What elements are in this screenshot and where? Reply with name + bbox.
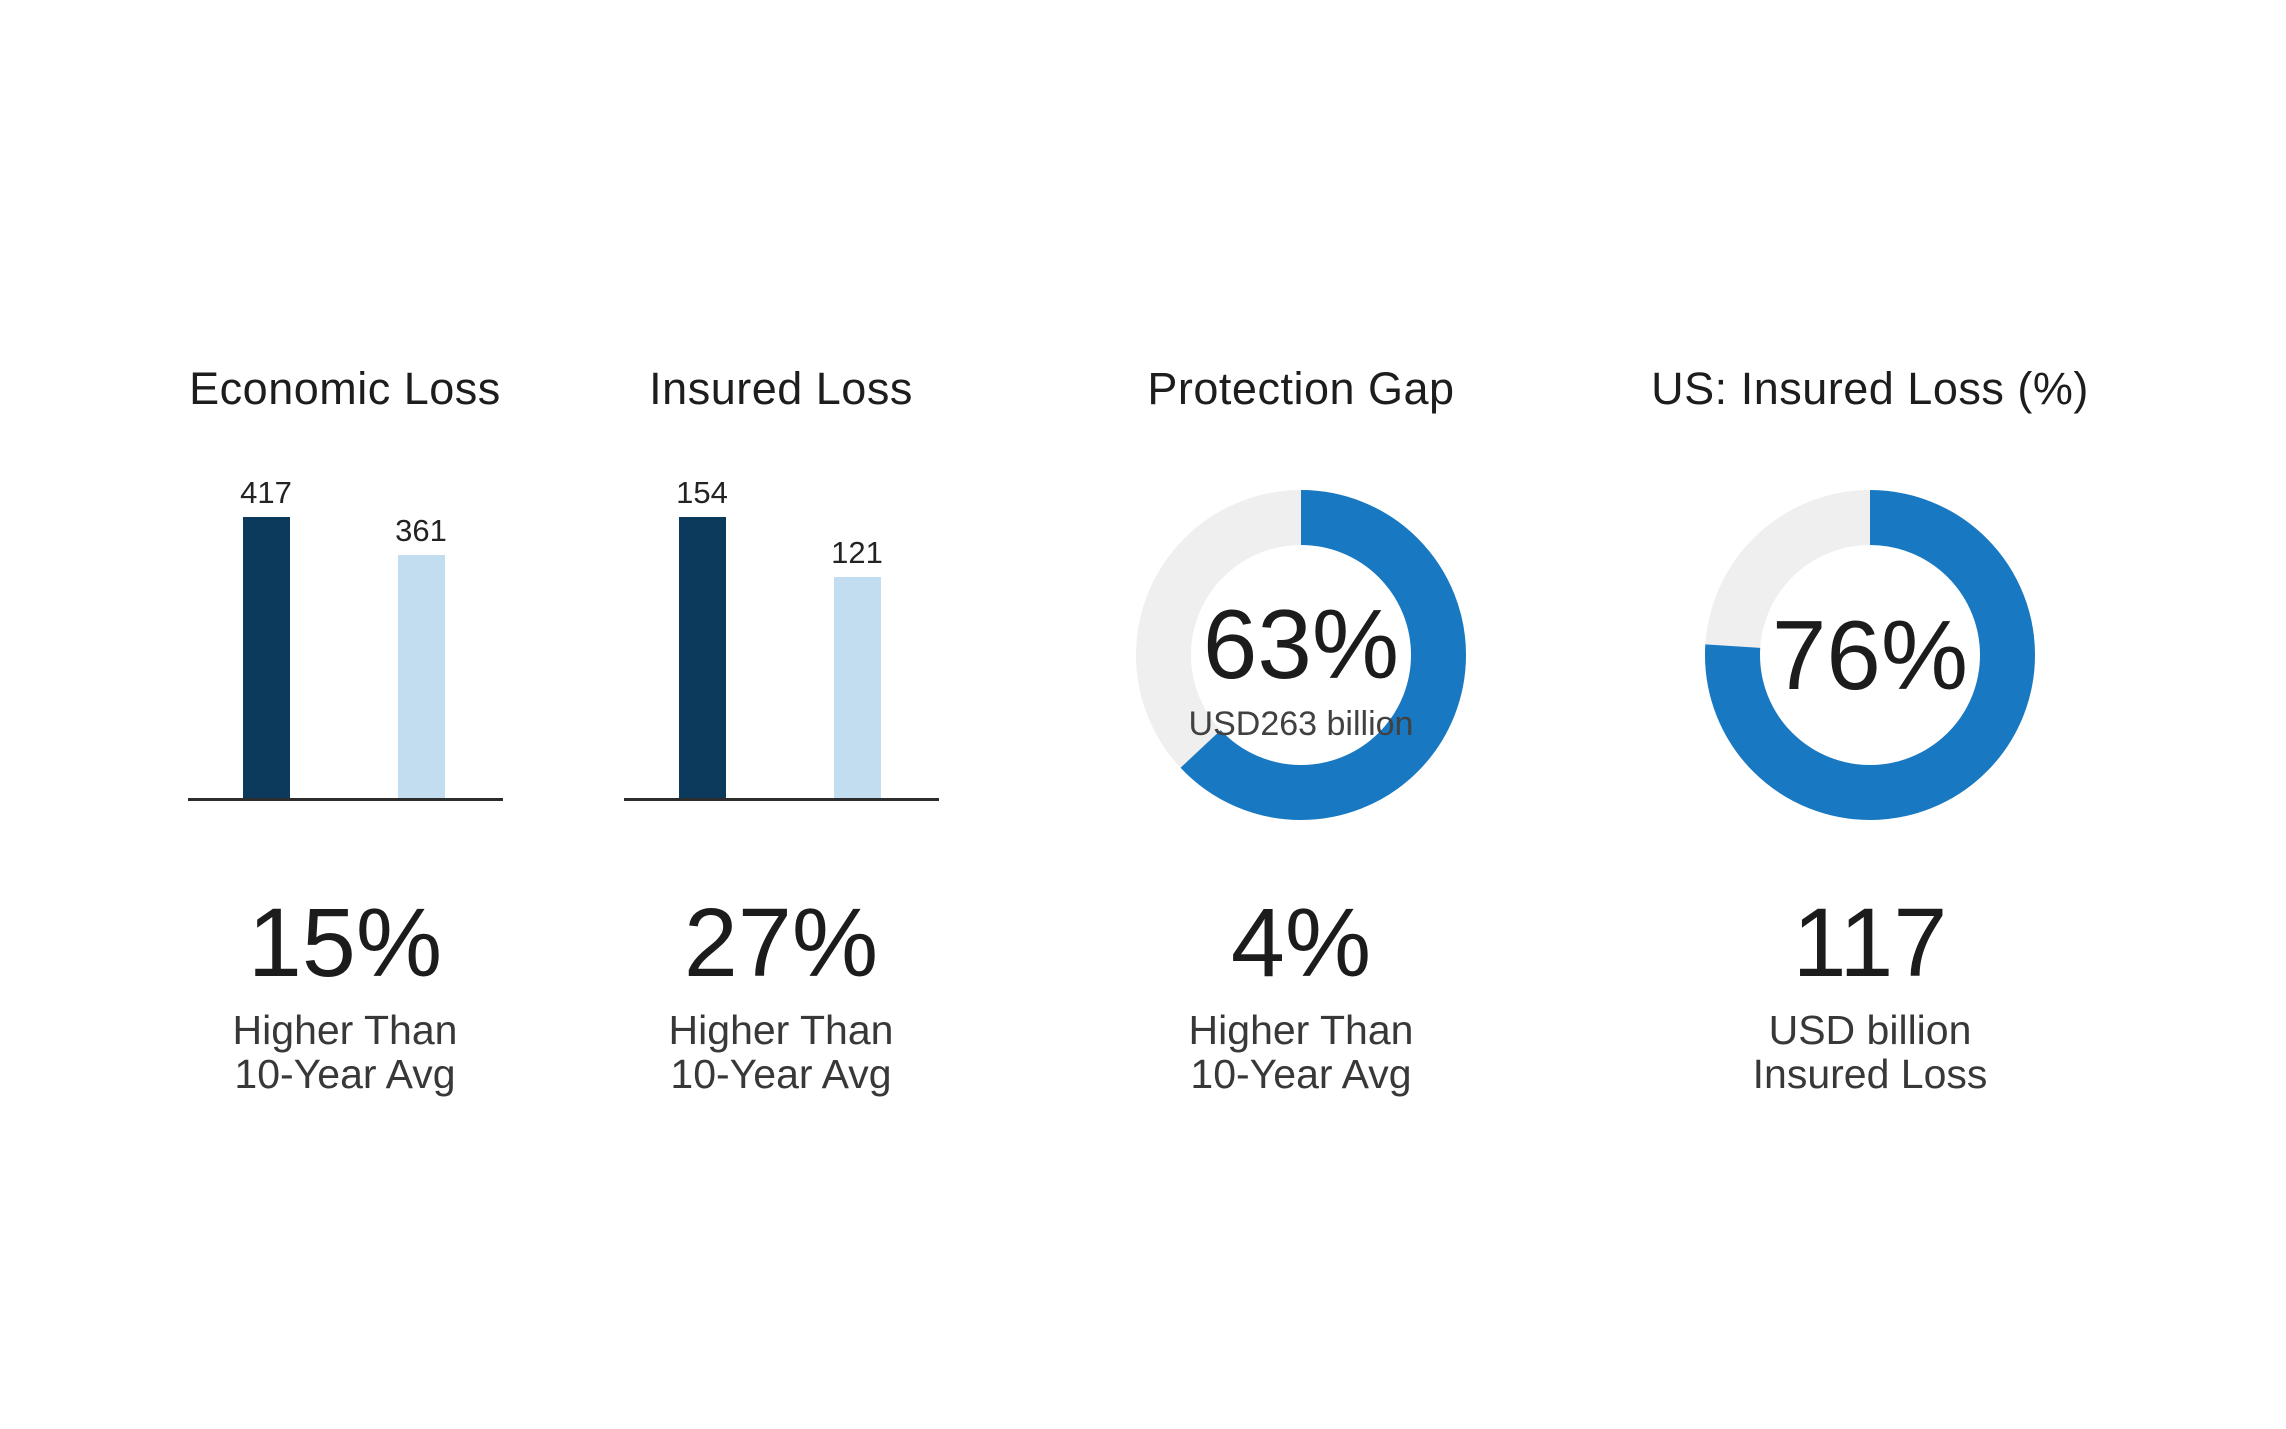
panel-title: Insured Loss xyxy=(649,363,913,414)
panel-us-insured-loss: US: Insured Loss (%) 76% 117 USD billion… xyxy=(1640,0,2100,1429)
donut-chart-us-insured-loss: 76% xyxy=(1700,485,2040,825)
axis-baseline xyxy=(624,798,939,801)
bar-group-economic-avg: 361 xyxy=(361,515,481,798)
donut-center-sublabel: USD263 billion xyxy=(1188,705,1414,743)
bar-group-insured-current: 154 xyxy=(642,477,762,798)
stat-value: 27% xyxy=(683,888,879,997)
bar-value-label: 361 xyxy=(395,513,447,548)
donut-value-ring xyxy=(1705,490,2035,820)
stat-line2: 10-Year Avg xyxy=(1190,1050,1412,1097)
panel-title: US: Insured Loss (%) xyxy=(1651,363,2089,414)
panel-insured-loss: Insured Loss 154 121 27% Higher Than 10-… xyxy=(551,0,1011,1429)
stat-block: 117 USD billion Insured Loss xyxy=(1600,882,2140,1097)
stat-block: 4% Higher Than 10-Year Avg xyxy=(1031,882,1571,1097)
bar-value-label: 417 xyxy=(240,475,292,510)
bar-value-label: 121 xyxy=(831,535,883,570)
donut-chart-protection-gap: 63% USD263 billion xyxy=(1131,485,1471,825)
axis-baseline xyxy=(188,798,503,801)
donut-center-label: 63% xyxy=(1202,589,1400,699)
bar-group-economic-current: 417 xyxy=(206,477,326,798)
stat-block: 27% Higher Than 10-Year Avg xyxy=(511,882,1051,1097)
stat-value: 117 xyxy=(1792,888,1948,997)
stat-value: 4% xyxy=(1230,888,1372,997)
stat-line2: 10-Year Avg xyxy=(234,1050,456,1097)
donut-svg xyxy=(1136,490,1466,820)
donut-svg xyxy=(1705,490,2035,820)
donut-center: 76% xyxy=(1700,485,2040,825)
panel-protection-gap: Protection Gap 63% USD263 billion 4% Hig… xyxy=(1071,0,1531,1429)
bar-rect xyxy=(397,555,445,798)
stat-line2: Insured Loss xyxy=(1752,1050,1988,1097)
donut-center: 63% USD263 billion xyxy=(1131,485,1471,825)
stat-line1: Higher Than xyxy=(232,1007,458,1053)
donut-value-ring xyxy=(1136,490,1466,820)
stat-value: 15% xyxy=(247,888,443,997)
stat-line1: Higher Than xyxy=(1188,1007,1414,1053)
bar-rect xyxy=(678,517,726,798)
donut-center-label: 76% xyxy=(1771,600,1969,710)
stat-line1: Higher Than xyxy=(668,1007,894,1053)
bar-rect xyxy=(242,517,290,798)
bar-group-insured-avg: 121 xyxy=(797,537,917,798)
panel-title: Protection Gap xyxy=(1147,363,1455,414)
stat-line2: 10-Year Avg xyxy=(670,1050,892,1097)
panel-economic-loss: Economic Loss 417 361 15% Higher Than 10… xyxy=(115,0,575,1429)
stat-line1: USD billion xyxy=(1768,1007,1972,1053)
bar-value-label: 154 xyxy=(676,475,728,510)
bar-rect xyxy=(833,577,881,798)
panel-title: Economic Loss xyxy=(189,363,501,414)
stat-block: 15% Higher Than 10-Year Avg xyxy=(75,882,615,1097)
